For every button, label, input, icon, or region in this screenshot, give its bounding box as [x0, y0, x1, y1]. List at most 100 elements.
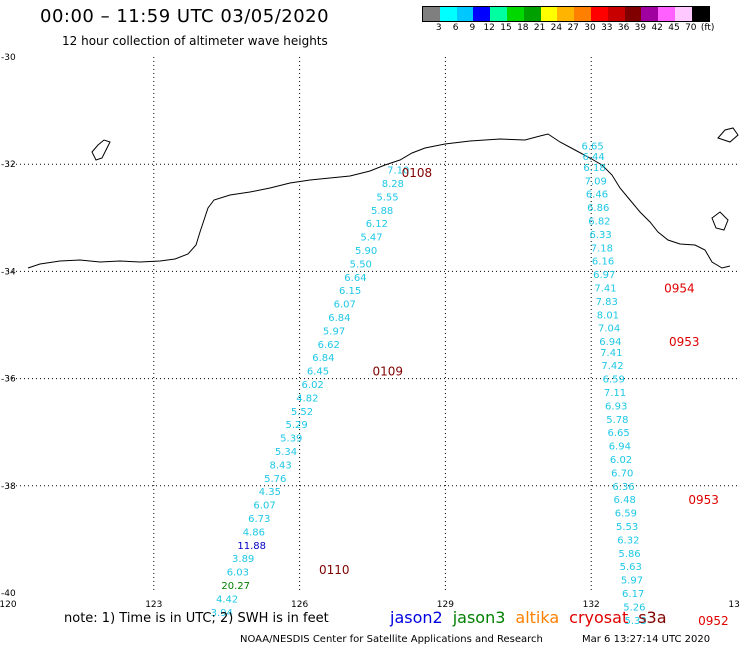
color-scale-label: 24 — [550, 23, 563, 33]
color-scale-label: 33 — [601, 23, 613, 33]
pass-time-label: 0954 — [664, 281, 695, 295]
color-scale-cell — [590, 7, 608, 21]
latitude-label: -30 — [1, 53, 16, 63]
color-scale-label: 15 — [500, 23, 512, 33]
map-title: 00:00 – 11:59 UTC 03/05/2020 — [40, 6, 330, 27]
wave-height-value: 6.94 — [609, 442, 631, 453]
wave-height-value: 3.89 — [232, 554, 254, 565]
wave-height-value: 6.16 — [592, 257, 614, 268]
legend-entry-s3a: s3a — [638, 608, 667, 627]
wave-height-value: 7.41 — [594, 283, 616, 294]
legend-entry-altika: altika — [515, 608, 560, 627]
color-scale-label: 12 — [483, 23, 495, 33]
latitude-label: -40 — [1, 589, 16, 599]
wave-height-value: 20.27 — [221, 581, 250, 592]
generation-date: Mar 6 13:27:14 UTC 2020 — [582, 634, 711, 645]
wave-height-value: 5.47 — [360, 233, 382, 244]
color-scale-cell — [674, 7, 692, 21]
wave-height-value: 6.59 — [603, 375, 625, 386]
wave-height-value: 6.46 — [586, 190, 608, 201]
wave-height-value: 7.11 — [604, 388, 626, 399]
latitude-label: -36 — [1, 375, 16, 385]
coastline — [27, 133, 731, 269]
wave-height-value: 5.90 — [355, 246, 377, 257]
color-scale-cell — [624, 7, 642, 21]
color-scale-bar — [422, 6, 710, 22]
wave-height-value: 8.43 — [269, 460, 291, 471]
color-scale-cell — [456, 7, 474, 21]
wave-height-value: 4.86 — [243, 527, 265, 538]
color-scale-label: 30 — [584, 23, 596, 33]
color-scale-cell — [691, 7, 709, 21]
wave-height-value: 6.59 — [615, 509, 637, 520]
wave-height-value: 6.70 — [611, 468, 633, 479]
wave-height-value: 5.76 — [264, 474, 286, 485]
wave-height-value: 7.83 — [596, 297, 618, 308]
wave-height-value: 6.93 — [605, 401, 627, 412]
wave-height-value: 6.07 — [334, 300, 356, 311]
wave-height-value: 5.34 — [275, 447, 297, 458]
color-scale-cell — [423, 7, 440, 21]
wave-height-value: 6.86 — [587, 203, 609, 214]
wave-height-value: 4.82 — [296, 393, 318, 404]
wave-height-value: 7.10 — [387, 166, 409, 177]
wave-height-value: 5.53 — [616, 522, 638, 533]
longitude-label: 120 — [0, 600, 17, 610]
wave-height-value: 6.36 — [612, 482, 634, 493]
wave-height-value: 6.65 — [581, 141, 603, 152]
wave-height-value: 6.48 — [614, 495, 636, 506]
color-scale-label: 36 — [617, 23, 630, 33]
units-note: note: 1) Time is in UTC; 2) SWH is in fe… — [64, 611, 329, 626]
wave-height-value: 6.45 — [307, 367, 329, 378]
wave-height-value: 6.97 — [593, 270, 615, 281]
wave-height-value: 4.42 — [216, 594, 238, 605]
wave-height-value: 6.44 — [582, 152, 604, 163]
color-scale-label: 27 — [567, 23, 579, 33]
longitude-label: 123 — [145, 600, 162, 610]
wave-height-value: 5.86 — [618, 549, 640, 560]
wave-height-value: 11.88 — [237, 541, 266, 552]
wave-height-value: 6.82 — [588, 216, 610, 227]
wave-height-value: 6.62 — [318, 340, 340, 351]
satellite-legend: jason2 jason3 altika cryosat s3a — [390, 608, 677, 627]
color-scale-cell — [641, 7, 659, 21]
wave-height-value: 6.64 — [344, 273, 366, 284]
longitude-label: 129 — [437, 600, 454, 610]
longitude-label: 126 — [291, 600, 308, 610]
wave-height-value: 5.50 — [350, 259, 372, 270]
track-east: 6.656.446.187.096.466.866.826.337.186.16… — [581, 141, 646, 626]
color-scale-label: (ft) — [700, 23, 715, 33]
wave-height-value: 6.84 — [312, 353, 334, 364]
legend-entry-cryosat: cryosat — [569, 608, 629, 627]
color-scale-label: 18 — [517, 23, 529, 33]
pass-time-label: 0953 — [669, 335, 700, 349]
wave-height-value: 5.52 — [291, 407, 313, 418]
wave-height-value: 6.07 — [253, 501, 275, 512]
pass-time-label: 0953 — [688, 493, 719, 507]
wave-height-value: 6.03 — [227, 568, 249, 579]
color-scale-labels: 3 6 9 12 15 18 21 24 27 30 33 36 39 42 45 70 (ft) — [422, 23, 732, 35]
wave-height-value: 6.15 — [339, 286, 361, 297]
wave-height-value: 6.02 — [302, 380, 324, 391]
wave-height-value: 6.18 — [583, 163, 605, 174]
wave-height-value: 6.12 — [366, 219, 388, 230]
pass-time-labels: 0108 0109 0110 0954 0953 0953 0952 — [319, 166, 729, 628]
color-scale-cell — [506, 7, 524, 21]
pass-time-label: 0108 — [402, 166, 433, 180]
longitude-label: 135 — [728, 600, 740, 610]
color-scale-label: 3 — [435, 23, 442, 33]
color-scale-cell — [574, 7, 591, 21]
color-scale-label: 42 — [651, 23, 663, 33]
wave-height-value: 5.33 — [624, 616, 646, 627]
legend-entry-jason2: jason2 — [390, 608, 443, 627]
color-scale-cell — [473, 7, 491, 21]
wave-height-value: 5.97 — [621, 576, 643, 587]
graticule — [8, 57, 737, 593]
wave-height-value: 7.41 — [600, 348, 622, 359]
color-scale-label: 6 — [452, 23, 459, 33]
color-scale-label: 9 — [469, 23, 476, 33]
wave-height-value: 6.73 — [248, 514, 270, 525]
wave-height-value: 8.01 — [597, 310, 619, 321]
pass-time-label: 0110 — [319, 563, 350, 577]
pass-time-label: 0109 — [373, 365, 404, 379]
